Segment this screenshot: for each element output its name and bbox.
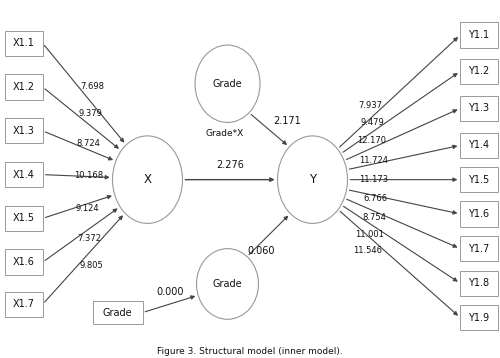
FancyBboxPatch shape	[6, 74, 43, 100]
FancyBboxPatch shape	[6, 31, 43, 56]
Text: 9.379: 9.379	[78, 109, 102, 118]
Text: 0.060: 0.060	[248, 246, 276, 256]
Text: 7.937: 7.937	[358, 101, 382, 110]
Text: Y1.9: Y1.9	[468, 313, 489, 323]
FancyBboxPatch shape	[6, 291, 43, 317]
FancyBboxPatch shape	[6, 118, 43, 144]
FancyBboxPatch shape	[460, 59, 498, 84]
Text: X1.1: X1.1	[13, 38, 35, 48]
Text: 0.000: 0.000	[156, 287, 184, 297]
Ellipse shape	[112, 136, 182, 223]
Text: Y1.5: Y1.5	[468, 175, 489, 185]
Text: Y1.4: Y1.4	[468, 140, 489, 150]
FancyBboxPatch shape	[460, 271, 498, 296]
FancyBboxPatch shape	[460, 201, 498, 227]
Text: 8.724: 8.724	[76, 139, 100, 148]
Text: 6.766: 6.766	[364, 194, 388, 203]
FancyBboxPatch shape	[460, 167, 498, 192]
Text: X1.5: X1.5	[13, 213, 35, 223]
Text: 9.805: 9.805	[80, 261, 104, 270]
Text: Y1.1: Y1.1	[468, 30, 489, 40]
Text: 2.171: 2.171	[274, 116, 301, 126]
Text: 8.754: 8.754	[362, 213, 386, 222]
Text: Y1.3: Y1.3	[468, 103, 489, 113]
FancyBboxPatch shape	[460, 133, 498, 158]
FancyBboxPatch shape	[92, 301, 142, 324]
Text: X1.6: X1.6	[13, 257, 35, 267]
Text: Y1.7: Y1.7	[468, 244, 489, 253]
FancyBboxPatch shape	[6, 206, 43, 231]
Text: 9.479: 9.479	[360, 118, 384, 127]
Text: 12.170: 12.170	[357, 136, 386, 145]
FancyBboxPatch shape	[460, 236, 498, 261]
FancyBboxPatch shape	[460, 22, 498, 48]
FancyBboxPatch shape	[6, 250, 43, 275]
Text: X1.2: X1.2	[13, 82, 35, 92]
Ellipse shape	[195, 45, 260, 122]
Text: X1.7: X1.7	[13, 299, 35, 309]
Text: Grade: Grade	[212, 279, 242, 289]
Ellipse shape	[196, 248, 258, 319]
Text: 2.276: 2.276	[216, 160, 244, 170]
Text: Grade: Grade	[212, 79, 242, 89]
Text: Y1.6: Y1.6	[468, 209, 489, 219]
Ellipse shape	[278, 136, 347, 223]
Text: Y: Y	[309, 173, 316, 186]
Text: 11.173: 11.173	[359, 175, 388, 184]
Text: 11.001: 11.001	[356, 230, 384, 239]
Text: Grade: Grade	[102, 308, 132, 318]
Text: 7.698: 7.698	[80, 82, 104, 91]
FancyBboxPatch shape	[460, 305, 498, 330]
Text: 10.168: 10.168	[74, 171, 104, 180]
Text: 9.124: 9.124	[76, 204, 99, 213]
Text: Y1.8: Y1.8	[468, 278, 489, 288]
Text: X1.4: X1.4	[13, 170, 35, 180]
Text: 7.372: 7.372	[78, 234, 102, 243]
Text: 11.546: 11.546	[354, 246, 382, 255]
Text: X: X	[144, 173, 152, 186]
Text: Y1.2: Y1.2	[468, 66, 489, 76]
FancyBboxPatch shape	[460, 96, 498, 121]
Text: 11.724: 11.724	[359, 156, 388, 165]
Text: X1.3: X1.3	[13, 126, 35, 136]
Text: Grade*X: Grade*X	[206, 129, 244, 138]
Text: Figure 3. Structural model (inner model).: Figure 3. Structural model (inner model)…	[157, 347, 343, 356]
FancyBboxPatch shape	[6, 162, 43, 187]
